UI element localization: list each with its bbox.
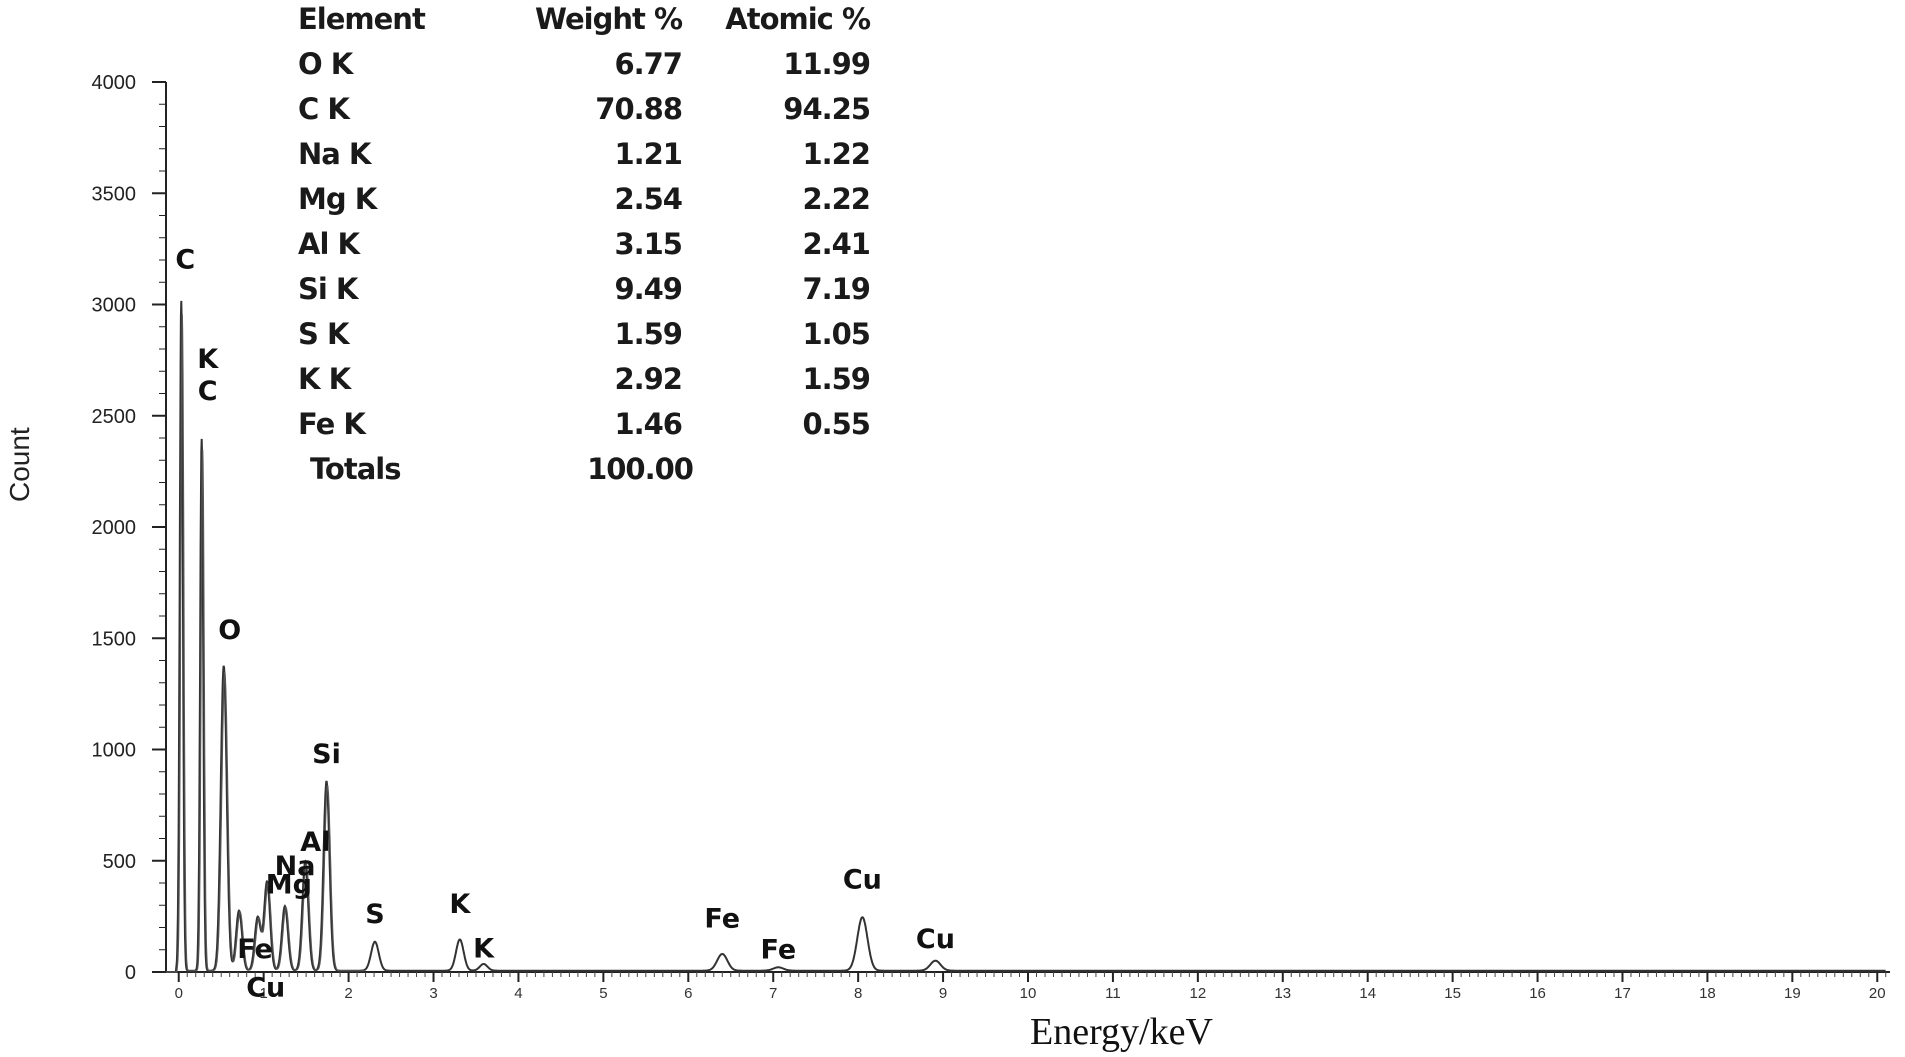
- x-tick-label: 10: [1020, 985, 1037, 1002]
- peak-label: K: [473, 933, 495, 964]
- peak-label: Cu: [246, 973, 285, 1004]
- table-cell-weight: 6.77: [614, 47, 683, 81]
- table-cell-atomic: 1.22: [802, 137, 871, 171]
- x-tick-label: 16: [1529, 985, 1546, 1002]
- x-tick-label: 14: [1359, 985, 1376, 1002]
- peak-label: Cu: [916, 924, 955, 955]
- table-header-atomic: Atomic %: [725, 2, 871, 36]
- table-cell-atomic: 94.25: [783, 92, 871, 126]
- x-axis-label: Energy/keV: [1030, 1011, 1213, 1053]
- peak-label: Mg: [266, 869, 312, 900]
- spectrum-line: [166, 300, 1886, 973]
- x-tick-label: 18: [1699, 985, 1716, 1002]
- table-cell-atomic: 2.22: [802, 182, 871, 216]
- peak-label: K: [197, 344, 219, 375]
- x-tick-label: 4: [514, 985, 522, 1002]
- peak-label: Fe: [704, 903, 740, 934]
- table-totals-value: 100.00: [587, 452, 694, 486]
- peak-label: C: [175, 244, 195, 275]
- x-tick-label: 7: [769, 985, 777, 1002]
- table-cell-element: S K: [298, 317, 349, 351]
- peak-label: Al: [300, 827, 330, 858]
- table-header-element: Element: [298, 2, 426, 36]
- table-cell-element: C K: [298, 92, 350, 126]
- y-tick-label: 3000: [92, 295, 137, 317]
- x-tick-label: 3: [429, 985, 437, 1002]
- peak-label: K: [449, 889, 471, 920]
- table-cell-atomic: 1.05: [802, 317, 871, 351]
- y-tick-label: 2500: [92, 406, 137, 428]
- peak-label: Fe: [760, 935, 796, 966]
- table-cell-atomic: 0.55: [802, 407, 871, 441]
- table-cell-weight: 1.59: [614, 317, 683, 351]
- table-cell-weight: 1.21: [614, 137, 683, 171]
- x-tick-label: 13: [1274, 985, 1291, 1002]
- x-tick-label: 20: [1869, 985, 1886, 1002]
- table-cell-element: Al K: [298, 227, 360, 261]
- x-tick-label: 11: [1105, 985, 1121, 1002]
- table-cell-element: Mg K: [298, 182, 377, 216]
- table-cell-element: Na K: [298, 137, 371, 171]
- x-tick-label: 8: [854, 985, 862, 1002]
- table-cell-atomic: 7.19: [802, 272, 871, 306]
- peak-label: Cu: [843, 865, 882, 896]
- table-cell-element: Fe K: [298, 407, 366, 441]
- table-cell-weight: 1.46: [614, 407, 683, 441]
- y-tick-label: 2000: [92, 517, 137, 539]
- table-cell-element: K K: [298, 362, 351, 396]
- y-tick-label: 1500: [92, 628, 137, 650]
- table-cell-atomic: 11.99: [783, 47, 871, 81]
- y-axis-label: Count: [4, 427, 35, 502]
- table-cell-weight: 70.88: [595, 92, 683, 126]
- y-tick-label: 4000: [92, 72, 137, 94]
- table-cell-atomic: 1.59: [802, 362, 871, 396]
- table-cell-weight: 2.92: [614, 362, 683, 396]
- x-tick-label: 12: [1190, 985, 1207, 1002]
- x-tick-label: 9: [939, 985, 947, 1002]
- table-cell-weight: 3.15: [614, 227, 683, 261]
- peak-label: Si: [312, 739, 341, 770]
- x-tick-label: 5: [599, 985, 607, 1002]
- table-header-weight: Weight %: [535, 2, 683, 36]
- table-cell-atomic: 2.41: [802, 227, 871, 261]
- table-cell-weight: 9.49: [614, 272, 683, 306]
- y-tick-label: 3500: [92, 183, 137, 205]
- peak-label: C: [198, 376, 218, 407]
- spectrum: [166, 300, 1886, 973]
- x-tick-label: 6: [684, 985, 692, 1002]
- table-totals-label: Totals: [310, 452, 401, 486]
- x-tick-label: 0: [175, 985, 183, 1002]
- x-tick-label: 15: [1444, 985, 1461, 1002]
- spectrum-line-shadow: [166, 314, 366, 973]
- x-tick-label: 17: [1614, 985, 1631, 1002]
- x-tick-label: 2: [344, 985, 352, 1002]
- peak-label: O: [218, 615, 241, 646]
- peak-label: Fe: [237, 934, 273, 965]
- y-tick-label: 500: [103, 851, 136, 873]
- x-tick-label: 19: [1784, 985, 1801, 1002]
- table-cell-element: Si K: [298, 272, 358, 306]
- table-cell-element: O K: [298, 47, 353, 81]
- peak-label: Na: [275, 851, 316, 882]
- x-tick-label: 1: [259, 985, 267, 1002]
- table-cell-weight: 2.54: [614, 182, 683, 216]
- y-tick-label: 0: [125, 962, 136, 984]
- peak-label: S: [365, 899, 384, 930]
- y-tick-label: 1000: [92, 740, 137, 762]
